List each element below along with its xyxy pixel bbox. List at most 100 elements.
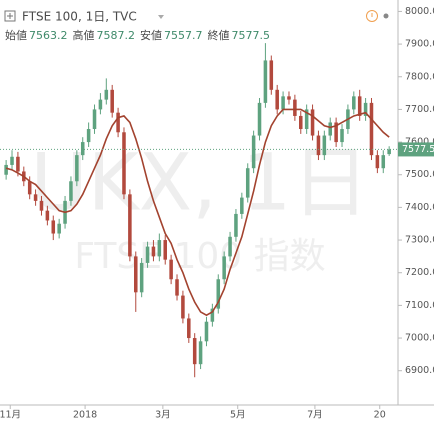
collapse-icon[interactable] [4,10,16,22]
alert-icon[interactable] [366,10,378,22]
candle-body [187,318,191,339]
ohlc-label: 安値 [140,28,162,42]
candle-body [257,102,262,136]
candle-body [139,262,144,293]
candle-body [57,223,61,234]
candle-body [299,115,303,130]
candle-body [310,109,315,136]
x-tick-label: 11月 [0,410,21,421]
candle-body [234,213,238,237]
candle-body [122,132,126,195]
candle-body [69,181,73,201]
candle-body [86,129,91,143]
y-tick-label: 7200.0 [405,267,434,278]
candle-body [98,99,103,110]
candle-body [134,256,138,293]
candle-body [192,338,197,365]
candle-body [175,279,179,296]
candle-body [352,96,356,110]
candle-body [181,295,185,319]
y-tick-label: 7900.0 [405,39,434,50]
y-tick-label: 7300.0 [405,235,434,246]
candle-body [116,112,120,133]
candle-body [316,135,321,156]
ohlc-value: 7563.2 [29,29,68,42]
candle-body [10,156,14,165]
y-tick-label: 7400.0 [405,202,434,213]
candle-body [51,220,56,234]
candle-body [222,256,226,280]
dropdown-icon[interactable] [158,15,164,19]
candle-body [357,96,362,116]
candle-body [269,60,274,90]
x-tick-label: 3月 [155,410,171,421]
candle-body [263,60,268,103]
candle-body [204,321,209,342]
candle-body [293,99,297,116]
candle-body [245,168,250,198]
y-tick-label: 7600.0 [405,137,434,148]
ohlc-legend: 始値 7563.2 高値 7587.2 安値 7557.7 終値 7577.5 [5,28,270,42]
candle-body [45,210,50,221]
candle-body [216,279,221,309]
ohlc-label: 始値 [5,28,27,42]
candle-body [334,122,338,143]
candle-body [228,236,232,257]
x-tick-label: 20 [374,410,386,421]
candle-body [169,259,173,280]
candle-body [322,135,327,156]
candle-body [16,156,20,172]
candle-body [328,122,332,136]
candle-body [110,89,114,113]
last-price-box [398,142,434,157]
candle-body [251,135,256,169]
ohlc-value: 7557.7 [164,29,203,42]
x-tick-label: 7月 [307,410,323,421]
candle-body [157,240,162,257]
menu-icon[interactable] [383,13,389,19]
candle-body [104,89,109,100]
candle-body [80,142,85,156]
candle-body [198,341,203,365]
candle-body [363,102,368,116]
y-tick-label: 8000.0 [405,6,434,17]
ohlc-label: 終値 [208,28,230,42]
y-tick-label: 7800.0 [405,71,434,82]
candle-body [275,89,279,110]
candle-body [4,164,8,175]
chart-title[interactable]: FTSE 100, 1日, TVC [22,10,137,24]
candle-body [92,109,97,130]
y-tick-label: 7000.0 [405,333,434,344]
moving-average [5,108,390,317]
candle-body [151,246,156,257]
candle-body [145,246,150,263]
candle-body [387,149,391,155]
y-tick-label: 7500.0 [405,169,434,180]
candle-body [281,96,285,110]
candle-body [369,102,374,156]
ohlc-value: 7577.5 [232,29,271,42]
candle-body [304,109,309,130]
candle-body [287,96,291,100]
candle-body [375,155,380,169]
candle-body [128,194,132,257]
candle-body [75,155,79,182]
x-tick-label: 5月 [230,410,246,421]
candle-body [33,194,38,201]
candle-body [39,200,44,211]
candle-body [240,197,244,214]
ohlc-label: 高値 [73,28,95,42]
x-tick-label: 2018 [73,410,97,421]
y-tick-label: 6900.0 [405,365,434,376]
candle-body [381,155,386,169]
watermark-subtitle: FTSE 100 指数 [74,236,325,277]
candle-body [340,129,344,143]
last-price-label: 7577.5 [402,144,434,155]
ohlc-value: 7587.2 [97,29,136,42]
candle-body [27,181,32,195]
candle-body [163,240,167,260]
y-tick-label: 7700.0 [405,104,434,115]
candle-body [210,308,215,322]
y-tick-label: 7100.0 [405,300,434,311]
